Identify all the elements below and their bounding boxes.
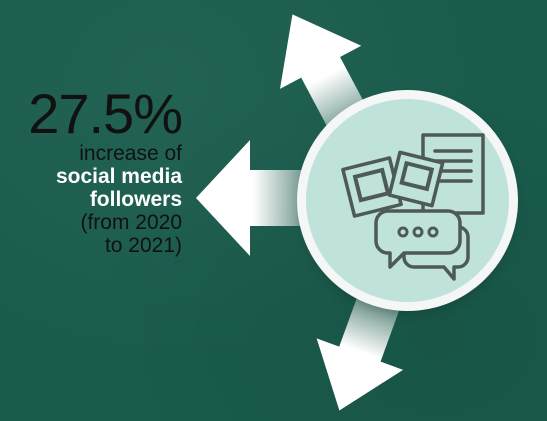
arrow-left-icon bbox=[196, 140, 310, 256]
social-media-icon bbox=[341, 133, 485, 281]
stat-line-4: to 2021) bbox=[104, 234, 182, 257]
icon-circle bbox=[306, 99, 509, 302]
stat-block: 27.5% increase of social media followers… bbox=[0, 82, 183, 258]
chat-bubble-icon bbox=[374, 209, 462, 269]
stat-bold-line-1: social media bbox=[55, 165, 182, 188]
photo-icon-2 bbox=[387, 150, 445, 208]
arrow-down-icon bbox=[316, 285, 404, 411]
stat-line-3: (from 2020 bbox=[80, 211, 182, 234]
stat-bold-line-2: followers bbox=[89, 188, 182, 211]
stat-percent: 27.5% bbox=[28, 82, 183, 145]
stat-line-1: increase of bbox=[79, 142, 182, 165]
